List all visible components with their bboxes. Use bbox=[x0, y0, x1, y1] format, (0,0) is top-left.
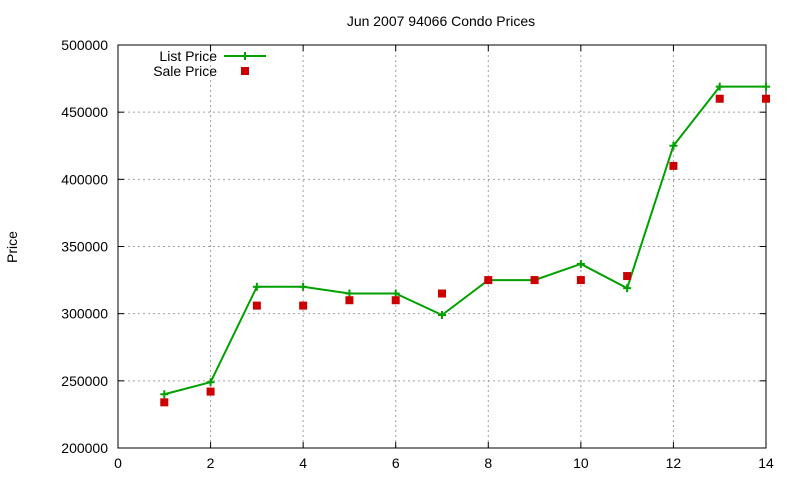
sale-price-point bbox=[669, 161, 678, 170]
list-price-point bbox=[391, 289, 400, 298]
x-tick-label: 10 bbox=[573, 455, 589, 471]
y-tick-label: 450000 bbox=[61, 104, 108, 120]
sale-price-point bbox=[623, 272, 632, 281]
sale-price-point bbox=[299, 301, 308, 310]
x-tick-label: 14 bbox=[758, 455, 774, 471]
legend-marker-sale-price bbox=[241, 67, 249, 75]
sale-price-point bbox=[762, 94, 770, 103]
y-tick-label: 350000 bbox=[61, 239, 108, 255]
y-tick-label: 500000 bbox=[61, 37, 108, 53]
list-price-point bbox=[206, 378, 215, 387]
sale-price-point bbox=[715, 94, 724, 103]
x-tick-label: 12 bbox=[666, 455, 682, 471]
sale-price-point bbox=[252, 301, 261, 310]
x-tick-label: 8 bbox=[484, 455, 492, 471]
y-tick-label: 250000 bbox=[61, 373, 108, 389]
x-tick-label: 4 bbox=[299, 455, 307, 471]
list-price-point bbox=[715, 82, 724, 91]
list-price-point bbox=[160, 390, 169, 399]
list-price-point bbox=[299, 282, 308, 291]
y-axis-label: Price bbox=[4, 231, 20, 263]
sale-price-point bbox=[484, 276, 493, 285]
y-tick-label: 200000 bbox=[61, 440, 108, 456]
list-price-line bbox=[164, 85, 766, 396]
list-price-point bbox=[345, 289, 354, 298]
legend-label-list-price: List Price bbox=[159, 48, 217, 64]
sale-price-point bbox=[530, 276, 539, 285]
list-price-point bbox=[576, 259, 585, 268]
series bbox=[160, 82, 770, 407]
sale-price-point bbox=[160, 398, 169, 407]
x-tick-label: 0 bbox=[114, 455, 122, 471]
legend-marker-list-price bbox=[241, 52, 249, 60]
list-price-point bbox=[623, 284, 632, 293]
sale-price-point bbox=[345, 296, 354, 305]
sale-price-point bbox=[438, 289, 446, 298]
list-price-point bbox=[762, 82, 770, 91]
x-tick-label: 6 bbox=[392, 455, 400, 471]
list-price-point bbox=[669, 141, 678, 150]
x-tick-label: 2 bbox=[207, 455, 215, 471]
chart-title: Jun 2007 94066 Condo Prices bbox=[347, 13, 535, 29]
sale-price-point bbox=[206, 387, 215, 396]
y-tick-label: 300000 bbox=[61, 306, 108, 322]
list-price-point bbox=[252, 282, 261, 291]
y-tick-label: 400000 bbox=[61, 171, 108, 187]
sale-price-point bbox=[391, 296, 400, 305]
list-price-point bbox=[438, 311, 446, 320]
grid bbox=[118, 45, 766, 448]
axis-ticks: 0 2 4 6 8 10 12 14 200000 250000 300000 350000 40000… bbox=[61, 37, 774, 471]
sale-price-point bbox=[576, 276, 585, 285]
legend-label-sale-price: Sale Price bbox=[153, 63, 217, 79]
